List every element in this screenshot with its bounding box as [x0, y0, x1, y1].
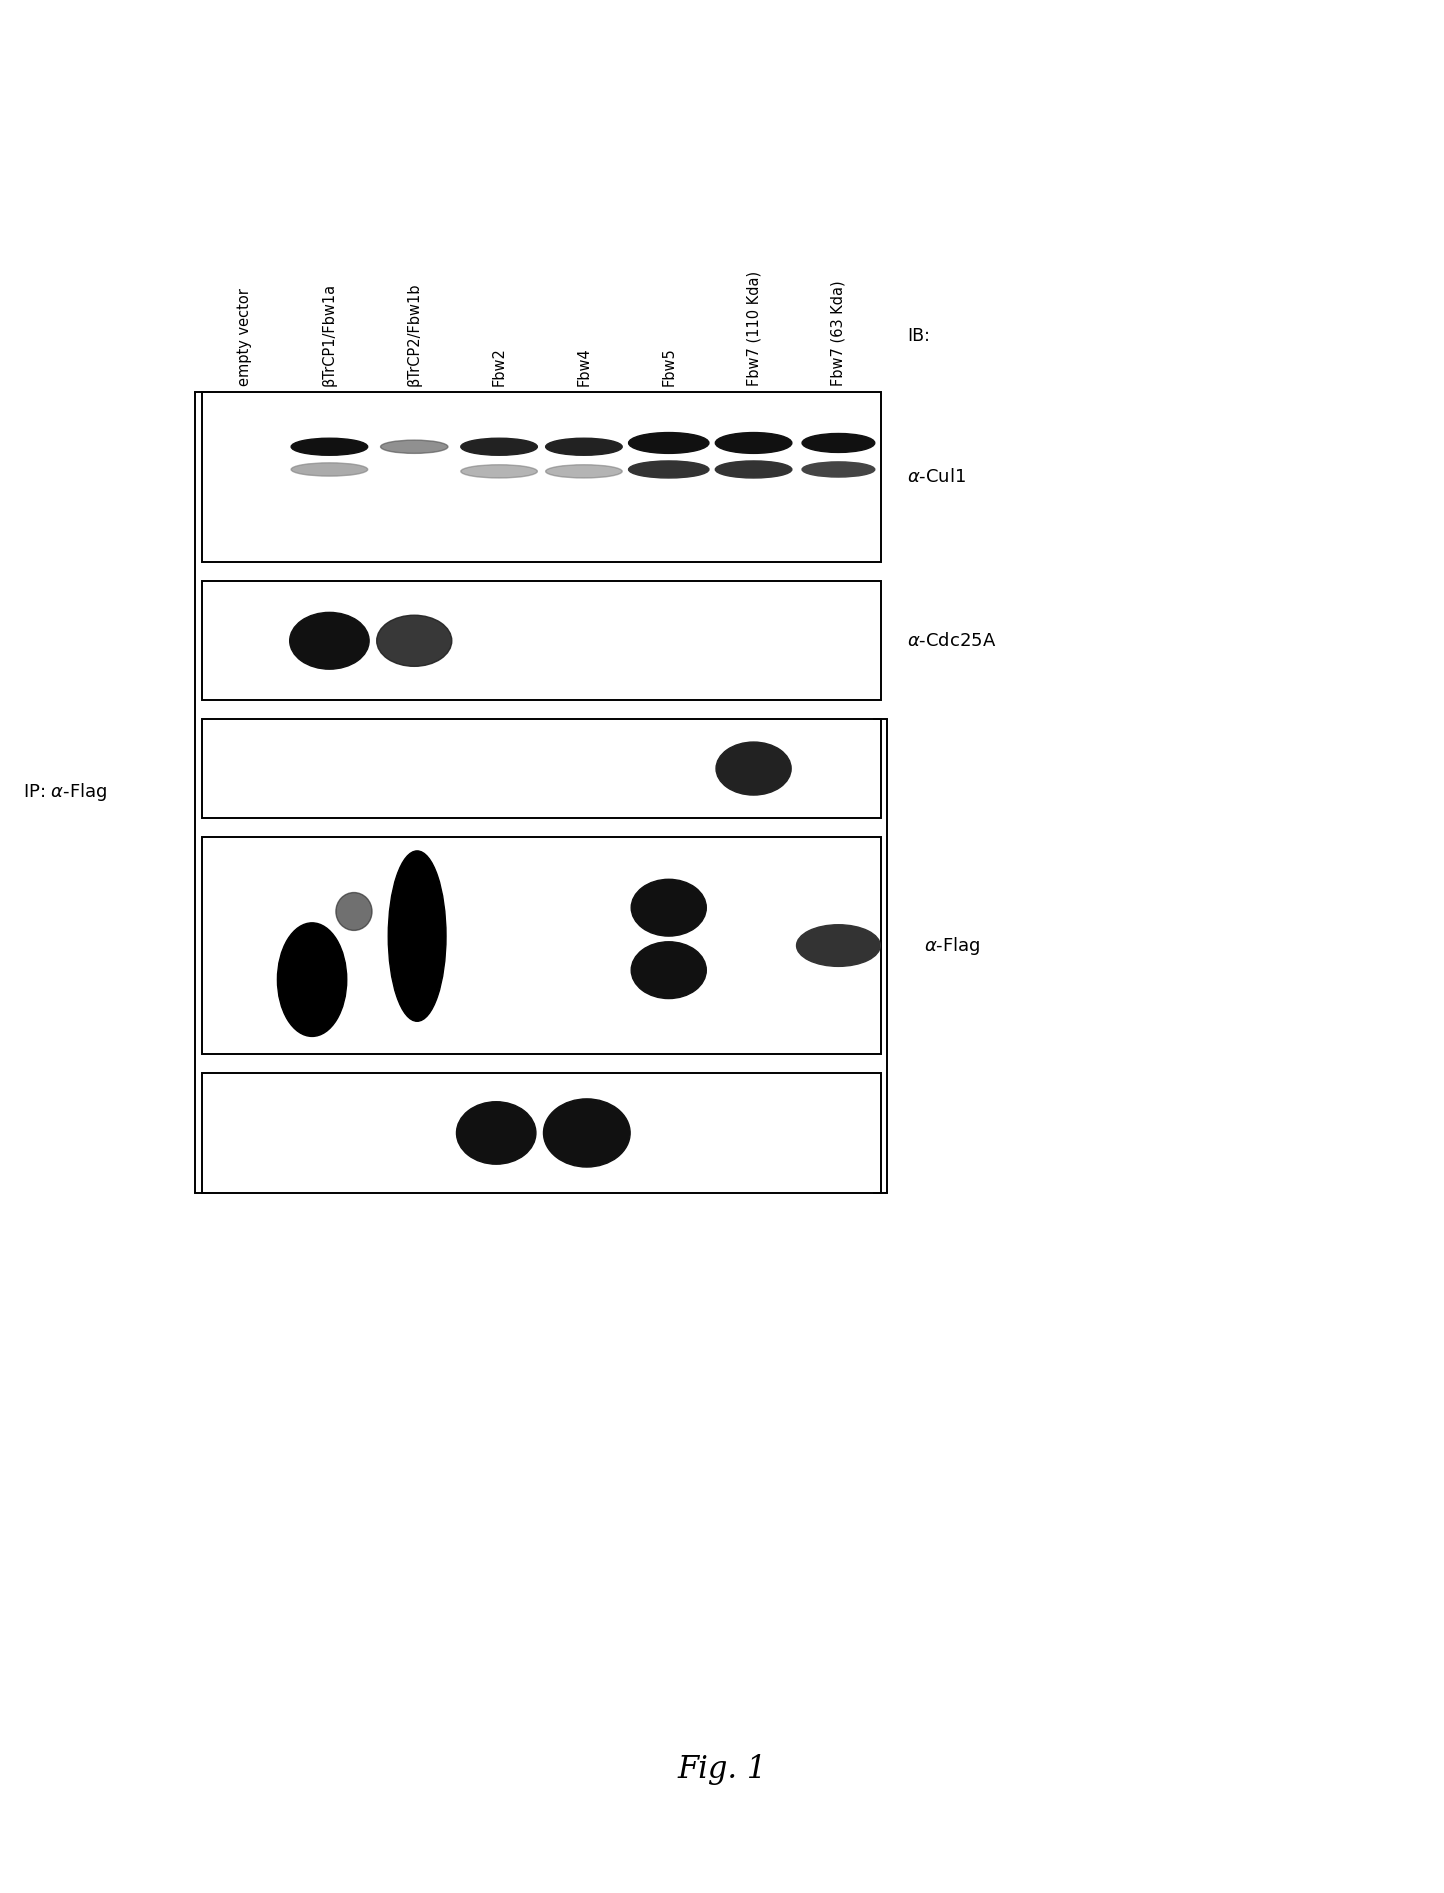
Ellipse shape: [277, 922, 347, 1037]
Ellipse shape: [461, 439, 537, 454]
Text: βTrCP2/Fbw1b: βTrCP2/Fbw1b: [407, 282, 422, 386]
Ellipse shape: [628, 433, 709, 452]
Text: Fbw7 (63 Kda): Fbw7 (63 Kda): [830, 280, 846, 386]
Text: βTrCP1/Fbw1a: βTrCP1/Fbw1a: [322, 284, 336, 386]
Ellipse shape: [631, 941, 706, 998]
Text: Fbw5: Fbw5: [661, 348, 676, 386]
Bar: [202, 837, 881, 1054]
Bar: [202, 719, 881, 818]
Ellipse shape: [546, 464, 622, 479]
Text: $\alpha$-Flag: $\alpha$-Flag: [924, 935, 980, 956]
Ellipse shape: [456, 1102, 536, 1164]
Ellipse shape: [388, 850, 446, 1020]
Text: empty vector: empty vector: [237, 288, 253, 386]
Ellipse shape: [381, 439, 448, 454]
Ellipse shape: [715, 460, 791, 477]
Ellipse shape: [336, 892, 373, 929]
Ellipse shape: [628, 460, 709, 477]
Ellipse shape: [546, 439, 622, 454]
Ellipse shape: [716, 742, 791, 795]
Ellipse shape: [292, 439, 368, 454]
Ellipse shape: [801, 462, 875, 477]
Ellipse shape: [377, 615, 452, 666]
Ellipse shape: [801, 433, 875, 452]
Ellipse shape: [631, 878, 706, 935]
Bar: [202, 392, 881, 562]
Text: Fbw4: Fbw4: [576, 348, 592, 386]
Bar: [202, 1073, 881, 1193]
Text: $\alpha$-Cul1: $\alpha$-Cul1: [907, 468, 966, 487]
Text: IB:: IB:: [907, 326, 930, 345]
Text: Fig. 1: Fig. 1: [677, 1755, 767, 1785]
Ellipse shape: [292, 462, 368, 475]
Text: $\alpha$-Cdc25A: $\alpha$-Cdc25A: [907, 632, 996, 649]
Ellipse shape: [797, 924, 881, 965]
Ellipse shape: [543, 1098, 630, 1166]
Ellipse shape: [461, 464, 537, 479]
Ellipse shape: [290, 611, 370, 668]
Text: Fbw7 (110 Kda): Fbw7 (110 Kda): [747, 271, 761, 386]
Bar: [202, 581, 881, 700]
Text: Fbw2: Fbw2: [491, 346, 507, 386]
Ellipse shape: [715, 433, 791, 452]
Text: IP: $\alpha$-Flag: IP: $\alpha$-Flag: [23, 782, 107, 803]
